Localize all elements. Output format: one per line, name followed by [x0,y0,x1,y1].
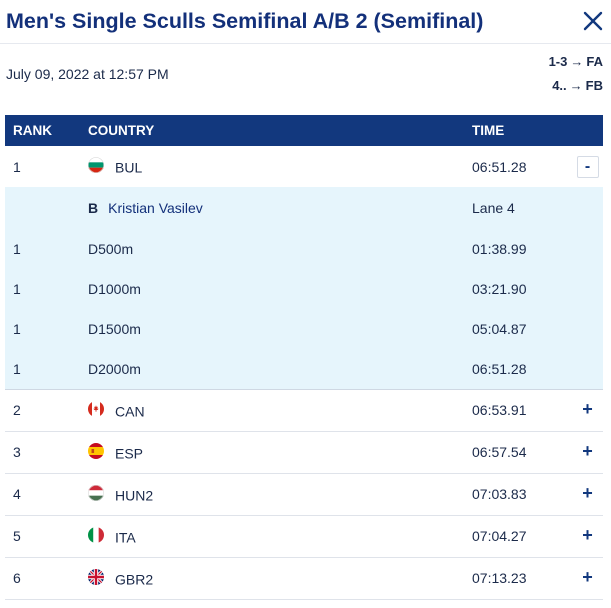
split-time: 03:21.90 [472,281,527,297]
table-row[interactable]: 6 GBR2 07:13.23 + [5,557,603,599]
column-header-action [572,115,603,146]
time-cell: 07:03.83 [472,486,527,502]
arrow-right-icon: → [570,54,584,69]
table-row[interactable]: 1 BUL 06:51.28 - [5,146,603,187]
close-icon [583,11,603,31]
table-header-row: RANK COUNTRY TIME [5,115,603,146]
crew-name-link[interactable]: Kristian Vasilev [108,200,203,216]
progression-rule-fb: 4.. → FB [552,78,603,93]
split-rank: 1 [13,241,21,257]
page-title: Men's Single Sculls Semifinal A/B 2 (Sem… [6,9,484,33]
split-row: 1 D2000m 06:51.28 [5,349,603,389]
country-code: CAN [115,403,145,420]
table-row[interactable]: 2 CAN 06:53.91 + [5,389,603,431]
split-rank: 1 [13,360,21,377]
rank-cell: 6 [13,570,21,586]
country-code: HUN2 [115,487,154,504]
table-row[interactable]: 5 ITA 07:04.27 + [5,515,603,557]
close-button[interactable] [580,8,606,34]
arrow-right-icon: → [569,78,583,93]
table-row[interactable]: 4 HUN2 07:03.83 + [5,473,603,515]
country-code: ESP [115,445,144,462]
split-time: 05:04.87 [472,321,527,337]
crew-row: B Kristian Vasilev Lane 4 [5,187,603,229]
expand-button[interactable]: + [582,567,593,587]
expand-button[interactable]: + [582,399,593,419]
modal-header: Men's Single Sculls Semifinal A/B 2 (Sem… [0,0,611,44]
rank-cell: 4 [13,486,21,502]
table-row[interactable]: 3 ESP 06:57.54 + [5,431,603,473]
split-row: 1 D500m 01:38.99 [5,229,603,269]
country-cell: ITA [88,515,472,557]
column-header-rank: RANK [13,123,52,138]
split-distance: D500m [88,241,134,257]
country-code: GBR2 [115,571,154,588]
ita-flag-icon [88,526,104,543]
can-flag-icon [88,400,104,417]
split-distance: D1000m [88,281,141,297]
time-cell: 07:13.23 [472,570,527,586]
action-cell: + [572,473,603,515]
action-cell: + [572,515,603,557]
action-cell: + [572,431,603,473]
split-rank: 1 [13,281,21,297]
esp-flag-icon [88,442,104,459]
country-cell: HUN2 [88,473,472,515]
time-cell: 06:51.28 [472,158,527,175]
rank-cell: 3 [13,444,21,460]
action-cell: + [572,389,603,431]
collapse-button[interactable]: - [576,155,599,178]
bul-flag-icon [88,157,104,174]
time-cell: 06:57.54 [472,444,527,460]
country-cell: ESP [88,431,472,473]
progression-range: 4.. [552,78,567,93]
progression-range: 1-3 [548,54,568,69]
country-cell: GBR2 [88,557,472,599]
expand-button[interactable]: + [582,483,593,503]
results-table: RANK COUNTRY TIME 1 BUL 06:51.28 - B Kris… [5,115,603,600]
crew-position: B [88,200,99,216]
time-cell: 07:04.27 [472,528,527,544]
race-date: July 09, 2022 at 12:57 PM [6,66,169,82]
country-code: BUL [115,159,143,176]
rank-cell: 2 [13,402,21,418]
split-time: 06:51.28 [472,360,527,377]
time-cell: 06:53.91 [472,402,527,418]
split-row: 1 D1500m 05:04.87 [5,309,603,349]
column-header-time: TIME [472,123,505,138]
split-time: 01:38.99 [472,241,527,257]
expand-button[interactable]: + [582,441,593,461]
rank-cell: 5 [13,528,21,544]
country-code: ITA [115,529,136,546]
progression-target: FB [585,78,603,93]
country-cell: BUL [88,146,472,187]
column-header-country: COUNTRY [88,123,155,138]
action-cell: + [572,557,603,599]
rank-cell: 1 [13,158,21,175]
progression-target: FA [586,54,603,69]
hun-flag-icon [88,484,104,501]
country-cell: CAN [88,389,472,431]
progression-rule-fa: 1-3 → FA [549,54,603,69]
lane-cell: Lane 4 [472,200,515,216]
split-distance: D1500m [88,321,141,337]
split-distance: D2000m [88,360,141,377]
gbr-flag-icon [88,568,104,585]
split-row: 1 D1000m 03:21.90 [5,269,603,309]
expand-button[interactable]: + [582,525,593,545]
split-rank: 1 [13,321,21,337]
action-cell: - [572,146,603,187]
